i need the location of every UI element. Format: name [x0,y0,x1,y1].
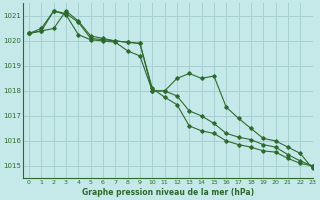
X-axis label: Graphe pression niveau de la mer (hPa): Graphe pression niveau de la mer (hPa) [82,188,254,197]
